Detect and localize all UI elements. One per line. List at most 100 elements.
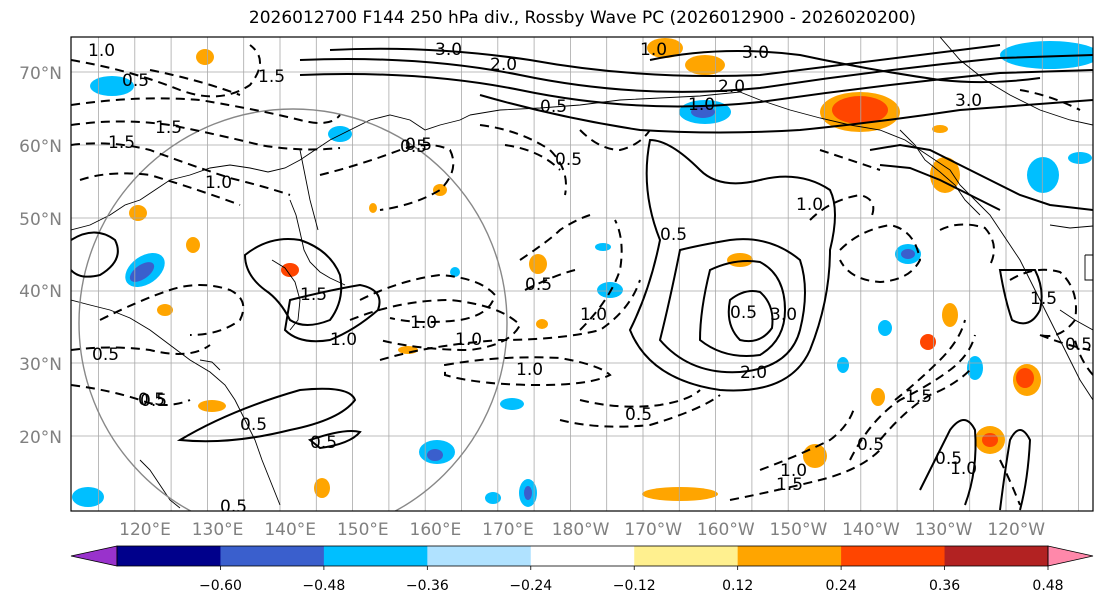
div-fill (832, 96, 888, 124)
page-title: 2026012700 F144 250 hPa div., Rossby Wav… (248, 8, 917, 28)
div-fill (450, 267, 460, 277)
colorbar-segment (220, 546, 325, 566)
div-fill (837, 357, 849, 373)
div-fill (982, 433, 998, 447)
contour-label: 2.0 (740, 363, 767, 383)
contour-label: 0.5 (122, 71, 149, 91)
contour-label: 3.0 (770, 305, 797, 325)
contour-label: 3.0 (955, 91, 982, 111)
contour-label: 1.0 (455, 330, 482, 350)
div-fill (691, 106, 715, 118)
contour-label: 0.5 (138, 390, 165, 410)
contour-label: 0.5 (1065, 335, 1092, 355)
lon-label: 170°E (482, 520, 534, 540)
contour-label: 1.5 (300, 285, 327, 305)
div-fill (1068, 152, 1092, 164)
contour-label: 1.0 (796, 195, 823, 215)
div-fill (1016, 368, 1034, 388)
div-fill (901, 249, 915, 259)
lat-label: 20°N (19, 428, 62, 448)
lon-label: 160°W (697, 520, 755, 540)
div-fill (920, 334, 936, 350)
lat-label: 70°N (19, 64, 62, 84)
contour-label: 0.5 (660, 225, 687, 245)
contour-label: 2.0 (490, 55, 517, 75)
contour-label: 0.5 (625, 405, 652, 425)
contour-label: 0.5 (405, 135, 432, 155)
contour-label: 1.0 (88, 41, 115, 61)
div-fill (932, 125, 948, 133)
lat-label: 30°N (19, 355, 62, 375)
contour-label: 0.5 (525, 275, 552, 295)
lat-label: 60°N (19, 137, 62, 157)
colorbar-tick-label: 0.24 (826, 578, 857, 594)
contour-label: 1.0 (950, 459, 977, 479)
contour-label: 1.5 (905, 387, 932, 407)
div-fill (90, 76, 134, 96)
lon-label: 150°E (337, 520, 389, 540)
div-fill (967, 356, 983, 380)
colorbar-segment (841, 546, 946, 566)
div-fill (685, 55, 725, 75)
colorbar-extend-low (70, 545, 118, 567)
div-fill (536, 319, 548, 329)
contour-label: 1.0 (205, 173, 232, 193)
contour-label: 0.5 (220, 497, 247, 517)
lon-label: 140°E (264, 520, 316, 540)
div-fill (727, 253, 753, 267)
contour-label: 1.5 (108, 133, 135, 153)
longitude-labels: 120°E 130°E 140°E 150°E 160°E 170°E 180°W 170°W… (119, 520, 1045, 540)
lon-label: 120°W (987, 520, 1045, 540)
contour-label: 0.5 (140, 391, 167, 411)
contour-label: 1.0 (330, 330, 357, 350)
contour-label: 3.0 (435, 40, 462, 60)
lat-label: 40°N (19, 282, 62, 302)
div-fill (157, 304, 173, 316)
lat-label: 50°N (19, 210, 62, 230)
contour-label: 0.5 (730, 303, 757, 323)
div-fill (196, 49, 214, 65)
colorbar-segment (634, 546, 739, 566)
colorbar-tick-label: −0.36 (406, 578, 449, 594)
lon-label: 180°W (552, 520, 610, 540)
div-fill (281, 263, 299, 277)
div-fill (930, 157, 960, 193)
latitude-labels: 70°N 60°N 50°N 40°N 30°N 20°N (19, 64, 62, 448)
div-fill (129, 262, 155, 282)
colorbar-tick-label: 0.36 (929, 578, 960, 594)
colorbar-extend-high (1047, 545, 1094, 567)
lon-label: 160°E (410, 520, 462, 540)
contour-label: 0.5 (555, 150, 582, 170)
contour-label: 1.5 (1030, 289, 1057, 309)
contour-label: 0.5 (935, 449, 962, 469)
div-fill (529, 254, 547, 274)
lon-label: 130°E (192, 520, 244, 540)
colorbar-segment (737, 546, 842, 566)
colorbar-tick-label: 0.12 (722, 578, 753, 594)
colorbar-tick-label: 0.48 (1032, 578, 1063, 594)
contour-label: 1.0 (516, 360, 543, 380)
contour-label: 1.0 (688, 95, 715, 115)
colorbar-outline (116, 545, 1049, 567)
contour-label: 0.5 (240, 415, 267, 435)
div-fill (369, 203, 377, 213)
contour-label: 0.5 (92, 345, 119, 365)
colorbar-segment (117, 546, 221, 566)
contour-label: 3.0 (742, 43, 769, 63)
div-fill (186, 237, 200, 253)
contour-labels: 1.0 0.5 1.5 2.0 3.0 1.0 0.5 1.5 1.0 0.5 … (88, 40, 1092, 517)
div-fill (878, 320, 892, 336)
lon-label: 140°W (842, 520, 900, 540)
solid-contours (71, 44, 1093, 511)
colorbar-segment (944, 546, 1049, 566)
colorbar-tick-label: −0.12 (613, 578, 656, 594)
contour-label: 1.5 (155, 118, 182, 138)
contour-label: 0.5 (310, 433, 337, 453)
div-fill (198, 400, 226, 412)
lon-label: 120°E (119, 520, 171, 540)
div-fill (642, 487, 718, 501)
div-fill (595, 243, 611, 251)
div-fill (485, 492, 501, 504)
contour-label: 0.5 (400, 137, 427, 157)
